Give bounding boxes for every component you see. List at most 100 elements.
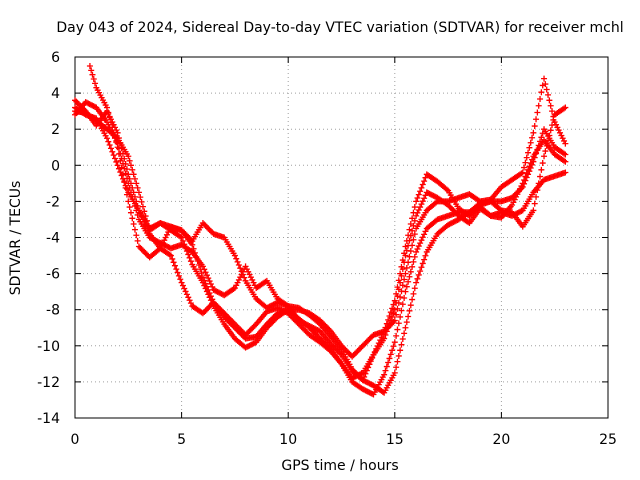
data-point bbox=[390, 301, 397, 308]
data-point bbox=[403, 237, 410, 244]
data-point bbox=[510, 199, 517, 206]
data-point bbox=[409, 227, 416, 234]
data-point bbox=[231, 252, 238, 259]
data-point bbox=[186, 297, 193, 304]
data-point bbox=[121, 165, 128, 172]
data-point bbox=[385, 359, 392, 366]
data-point bbox=[170, 259, 177, 266]
y-tick-label: 6 bbox=[51, 50, 60, 66]
data-point bbox=[410, 236, 417, 243]
data-point bbox=[123, 185, 130, 192]
data-point bbox=[550, 113, 557, 120]
data-point bbox=[114, 162, 121, 169]
data-point bbox=[521, 180, 528, 187]
x-tick-label: 10 bbox=[279, 432, 297, 448]
data-point bbox=[179, 282, 186, 289]
data-point bbox=[387, 351, 394, 358]
data-point bbox=[209, 283, 216, 290]
data-point bbox=[234, 279, 241, 286]
data-point bbox=[165, 229, 172, 236]
data-series bbox=[72, 63, 569, 398]
data-point bbox=[115, 165, 122, 172]
data-point bbox=[133, 180, 140, 187]
data-point bbox=[203, 272, 210, 279]
data-point bbox=[527, 139, 534, 146]
data-point bbox=[92, 80, 99, 87]
data-point bbox=[129, 166, 136, 173]
data-point bbox=[522, 159, 529, 166]
data-point bbox=[205, 286, 212, 293]
data-point bbox=[199, 263, 206, 270]
data-point bbox=[415, 191, 422, 198]
data-point bbox=[394, 284, 401, 291]
data-point bbox=[533, 116, 540, 123]
data-point bbox=[131, 226, 138, 233]
data-point bbox=[391, 339, 398, 346]
data-point bbox=[558, 132, 565, 139]
axis-ticks: 0 5 10 15 20 25 -14 -12 -10 -8 -6 -4 -2 0 2 4 6 bbox=[37, 50, 617, 448]
data-point bbox=[399, 282, 406, 289]
data-point bbox=[418, 184, 425, 191]
data-point bbox=[525, 171, 532, 178]
data-point bbox=[114, 129, 121, 136]
y-tick-label: 4 bbox=[51, 86, 60, 102]
data-point bbox=[525, 149, 532, 156]
data-point bbox=[535, 180, 542, 187]
data-point bbox=[529, 161, 536, 168]
x-tick-label: 15 bbox=[386, 432, 404, 448]
data-point bbox=[169, 255, 176, 262]
data-point bbox=[414, 246, 421, 253]
data-point bbox=[417, 188, 424, 195]
data-point bbox=[127, 189, 134, 196]
data-point bbox=[399, 257, 406, 264]
data-point bbox=[543, 86, 550, 93]
data-point bbox=[175, 272, 182, 279]
data-point bbox=[541, 153, 548, 160]
data-point bbox=[193, 253, 200, 260]
data-point bbox=[139, 203, 146, 210]
data-point bbox=[186, 254, 193, 261]
x-tick-label: 20 bbox=[492, 432, 510, 448]
data-point bbox=[141, 208, 148, 215]
data-point bbox=[202, 269, 209, 276]
data-point bbox=[393, 311, 400, 318]
data-point bbox=[411, 285, 418, 292]
data-point bbox=[131, 202, 138, 209]
data-point bbox=[107, 116, 114, 123]
data-point bbox=[190, 245, 197, 252]
data-point bbox=[403, 319, 410, 326]
data-point bbox=[177, 276, 184, 283]
data-point bbox=[130, 171, 137, 178]
data-point bbox=[234, 258, 241, 265]
data-point bbox=[243, 266, 250, 273]
data-point bbox=[250, 279, 257, 286]
data-point bbox=[207, 293, 214, 300]
data-point bbox=[529, 134, 536, 141]
data-point bbox=[103, 135, 110, 142]
data-point bbox=[134, 184, 141, 191]
data-point bbox=[113, 134, 120, 141]
data-point bbox=[245, 268, 252, 275]
data-point bbox=[390, 343, 397, 350]
data-point bbox=[109, 118, 116, 125]
data-point bbox=[238, 271, 245, 278]
series-trace-4 bbox=[72, 99, 569, 396]
data-point bbox=[173, 266, 180, 273]
data-point bbox=[539, 160, 546, 167]
data-point bbox=[415, 243, 422, 250]
data-point bbox=[137, 194, 144, 201]
data-point bbox=[237, 274, 244, 281]
data-point bbox=[395, 277, 402, 284]
data-point bbox=[418, 201, 425, 208]
data-point bbox=[386, 355, 393, 362]
y-tick-label: -10 bbox=[37, 339, 60, 355]
x-tick-label: 25 bbox=[599, 432, 617, 448]
data-point bbox=[518, 170, 525, 177]
data-point bbox=[125, 198, 132, 205]
data-point bbox=[530, 207, 537, 214]
data-point bbox=[181, 285, 188, 292]
data-point bbox=[239, 268, 246, 275]
data-point bbox=[195, 262, 202, 269]
data-point bbox=[231, 285, 238, 292]
data-point bbox=[545, 91, 552, 98]
